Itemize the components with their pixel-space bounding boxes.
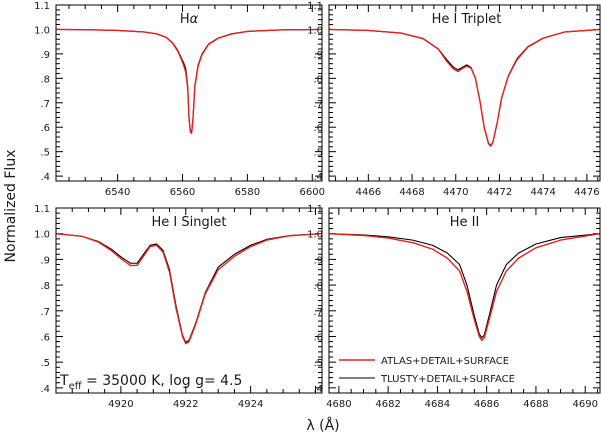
y-tick-label: 1.1 [34,204,50,215]
y-tick-label: 1.0 [34,230,50,241]
y-tick-label: .6 [313,332,323,343]
y-tick-label: 1.0 [307,230,323,241]
y-tick-label: .8 [40,74,50,85]
y-axis-label: Normalized Flux [3,150,19,263]
x-tick-label: 6540 [105,187,130,198]
panel-frame [55,207,323,394]
y-tick-label: .5 [40,358,50,369]
y-tick-label: 1.1 [34,1,50,12]
y-tick-label: .4 [313,172,323,183]
legend-label: TLUSTY+DETAIL+SURFACE [380,374,515,385]
panel-title: Hα [180,12,199,27]
y-tick-label: .5 [313,358,323,369]
y-tick-label: .7 [313,99,323,110]
x-tick-label: 6560 [170,187,195,198]
x-tick-label: 4682 [375,399,400,410]
y-tick-label: .7 [40,99,50,110]
x-axis-label: λ (Å) [306,417,339,434]
x-tick-label: 4468 [399,187,424,198]
panel-3: 4920 4922 4924 .4 .5 .6 .7 .8 .9 1.0 1.1 He I Singl… [34,204,323,410]
y-tick-label: .6 [40,332,50,343]
panel-frame [55,4,323,182]
x-tick-label: 4476 [574,187,599,198]
y-tick-label: .8 [313,281,323,292]
x-tick-label: 4922 [173,399,198,410]
series-line-atlas [55,232,323,345]
legend: ATLAS+DETAIL+SURFACE TLUSTY+DETAIL+SURFAC… [339,356,515,385]
y-tick-label: .9 [313,50,323,61]
panel-4: 4680 4682 4684 4686 4688 4690 .4 .5 .6 .7 .8 .9 1.0 1… [307,204,601,410]
series-line-tlusty [328,28,601,147]
x-tick-label: 4920 [108,399,133,410]
panel-2: 4466 4468 4470 4472 4474 4476 .4 .5 .6 .7 .8 .9 1.0 1… [307,1,601,198]
panel-title: He II [450,215,480,230]
y-tick-label: .6 [40,123,50,134]
series-line-atlas [328,28,601,147]
panels-group: 6540 6560 6580 6600 .4 .5 .6 .7 .8 .9 1.0 1.1 Hα 4466… [34,1,601,410]
model-parameters-annotation: Teff = 35000 K, log g= 4.5 [59,373,242,392]
panel-1: 6540 6560 6580 6600 .4 .5 .6 .7 .8 .9 1.0 1.1 Hα [34,1,325,198]
series-line-atlas [55,28,323,135]
y-tick-label: .5 [313,148,323,159]
series-line-tlusty [328,233,601,339]
x-tick-label: 4474 [530,187,555,198]
panel-title: He I Singlet [152,215,227,230]
x-tick-label: 4686 [474,399,499,410]
x-tick-label: 6600 [300,187,325,198]
y-tick-label: .9 [40,50,50,61]
legend-label: ATLAS+DETAIL+SURFACE [381,356,509,367]
panel-title: He I Triplet [432,12,502,27]
x-tick-label: 4688 [523,399,548,410]
y-tick-label: 1.1 [307,1,323,12]
x-tick-label: 6580 [235,187,260,198]
y-tick-label: .4 [40,172,50,183]
y-tick-label: 1.0 [307,25,323,36]
y-tick-label: .9 [40,255,50,266]
y-tick-label: .4 [40,384,50,395]
x-tick-label: 4466 [356,187,381,198]
y-tick-label: .5 [40,148,50,159]
x-tick-label: 4680 [326,399,351,410]
x-tick-label: 4472 [487,187,512,198]
y-tick-label: .8 [313,74,323,85]
x-tick-label: 4684 [425,399,450,410]
y-tick-label: 1.0 [34,25,50,36]
panel-frame [328,4,601,182]
y-tick-label: .7 [313,307,323,318]
y-tick-label: .7 [40,307,50,318]
y-tick-label: .8 [40,281,50,292]
y-tick-label: .4 [313,384,323,395]
y-tick-label: 1.1 [307,204,323,215]
panel-frame [328,207,601,394]
y-tick-label: .6 [313,123,323,134]
x-tick-label: 4470 [443,187,468,198]
x-tick-label: 4690 [572,399,597,410]
y-tick-label: .9 [313,255,323,266]
x-tick-label: 4924 [238,399,263,410]
series-line-tlusty [55,233,323,343]
series-line-atlas [328,232,601,342]
